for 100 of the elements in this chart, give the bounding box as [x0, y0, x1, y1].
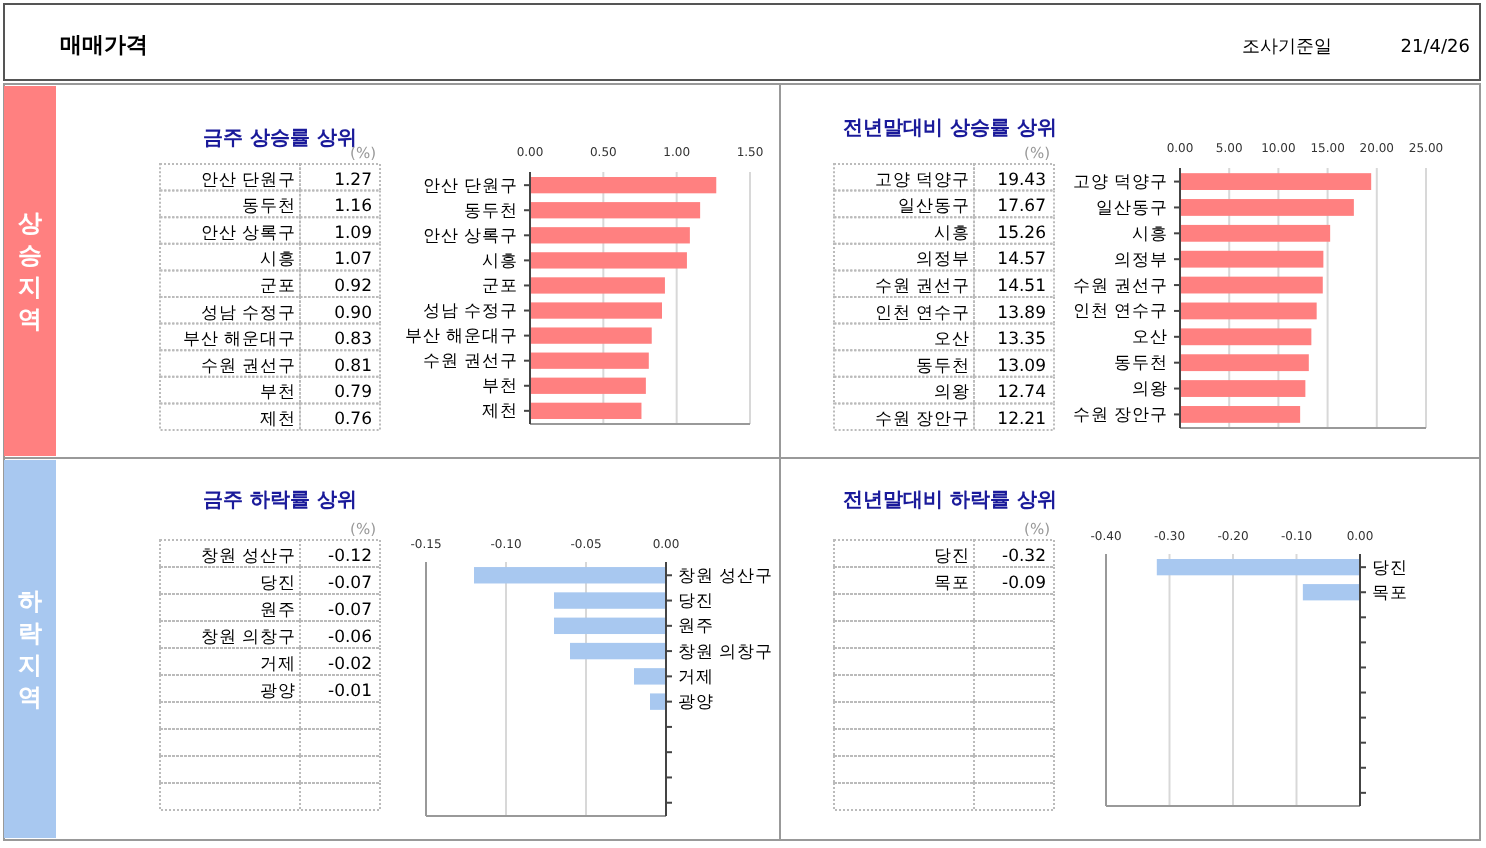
y-tick-label: 시흥	[482, 251, 518, 272]
text: 금주 상승률 상위	[203, 128, 357, 150]
category-label: 인천 연수구	[874, 303, 970, 324]
text: 하락지역	[18, 587, 42, 711]
y-tick-label: 군포	[482, 276, 518, 297]
y-tick-label: 거제	[678, 667, 714, 688]
y-tick-label: 원주	[678, 617, 714, 638]
bar	[1180, 250, 1324, 268]
bar	[530, 352, 649, 369]
category-label: 고양 덕양구	[874, 170, 970, 191]
category-label: 오산	[934, 330, 970, 351]
bar	[530, 277, 665, 294]
category-label: 동두천	[916, 356, 970, 377]
data-label: -0.01	[328, 682, 372, 702]
data-label: 1.16	[334, 197, 372, 218]
y-tick-label: 안산 상록구	[422, 226, 518, 247]
y-tick-label: 제천	[482, 402, 518, 423]
y-tick-label: 수원 장안구	[1072, 405, 1168, 426]
data-label: -0.09	[1002, 574, 1046, 594]
bar	[1180, 354, 1309, 372]
data-label: -0.06	[328, 628, 372, 648]
data-label: 13.89	[997, 303, 1046, 324]
category-label: 동두천	[242, 197, 296, 218]
data-label: 0.92	[334, 277, 372, 297]
category-label: 당진	[260, 574, 296, 594]
y-tick-label: 일산동구	[1096, 198, 1168, 219]
bar	[1180, 276, 1323, 294]
data-label: 12.74	[997, 383, 1046, 404]
bar	[1180, 302, 1317, 320]
bar	[1180, 380, 1306, 397]
category-label: 성남 수정구	[200, 303, 296, 324]
data-label: 13.35	[997, 330, 1046, 351]
data-label: 1.09	[334, 223, 372, 244]
category-label: 부천	[260, 383, 296, 404]
bar	[1180, 328, 1312, 346]
category-label: 일산동구	[898, 197, 970, 218]
bar	[530, 377, 646, 394]
category-label: 시흥	[934, 223, 970, 244]
y-tick-label: 시흥	[1132, 224, 1168, 245]
bar	[530, 177, 717, 194]
category-label: 제천	[260, 410, 296, 430]
y-tick-label: 고양 덕양구	[1072, 173, 1168, 194]
y-tick-label: 수원 권선구	[422, 352, 518, 373]
category-label: 시흥	[260, 250, 296, 271]
data-label: 14.51	[997, 277, 1046, 297]
text: 21/4/26	[1400, 38, 1471, 58]
y-tick-label: 안산 단원구	[422, 176, 518, 197]
category-label: 광양	[260, 682, 296, 702]
data-label: 1.27	[334, 170, 372, 191]
data-label: 14.57	[997, 250, 1046, 271]
bar	[1180, 173, 1372, 190]
text: 조사기준일	[1242, 38, 1332, 58]
category-label: 부산 해운대구	[182, 330, 296, 351]
category-label: 의정부	[916, 250, 970, 271]
bar	[530, 327, 652, 344]
category-label: 목포	[934, 574, 970, 594]
data-label: 1.07	[334, 250, 372, 271]
category-label: 거제	[260, 655, 296, 675]
data-label: 13.09	[997, 356, 1046, 377]
y-tick-label: 오산	[1132, 328, 1168, 349]
y-tick-label: 당진	[678, 591, 714, 612]
y-tick-label: 인천 연수구	[1072, 302, 1168, 323]
y-tick-label: 부산 해운대구	[404, 327, 518, 348]
data-label: -0.32	[1002, 547, 1046, 567]
text: 상승지역	[16, 209, 42, 333]
y-tick-label: 의정부	[1114, 250, 1168, 271]
data-label: -0.12	[328, 547, 372, 567]
y-tick-label: 광양	[678, 693, 714, 714]
bar	[530, 402, 642, 419]
y-tick-label: 성남 수정구	[422, 301, 518, 322]
y-tick-label: 수원 권선구	[1072, 276, 1168, 297]
y-tick-label: 부천	[482, 377, 518, 398]
category-label: 의왕	[934, 383, 970, 404]
data-label: 0.83	[334, 330, 372, 351]
bar	[1180, 224, 1331, 242]
y-tick-label: 창원 성산구	[678, 566, 774, 587]
data-label: 12.21	[997, 410, 1046, 430]
y-tick-label: 의왕	[1132, 379, 1168, 400]
category-label: 수원 장안구	[874, 410, 970, 430]
data-label: 0.79	[334, 383, 372, 404]
chart-title: 전년말대비 하락률 상위	[843, 490, 1057, 512]
data-label: -0.07	[328, 574, 372, 594]
category-label: 안산 단원구	[200, 170, 296, 191]
bar	[530, 302, 662, 319]
category-label: 창원 의창구	[200, 628, 296, 648]
bar	[530, 252, 687, 269]
category-label: 당진	[934, 547, 970, 567]
data-label: 0.90	[334, 303, 372, 324]
category-label: 수원 권선구	[200, 356, 296, 377]
y-tick-label: 동두천	[464, 201, 518, 222]
text: 전년말대비 상승률 상위	[843, 118, 1057, 140]
data-label: 0.76	[334, 410, 372, 430]
data-label: 19.43	[997, 170, 1046, 191]
category-label: 안산 상록구	[200, 223, 296, 244]
bar	[530, 227, 690, 244]
data-label: 17.67	[997, 197, 1046, 218]
category-label: 수원 권선구	[874, 277, 970, 297]
category-label: 원주	[260, 601, 296, 621]
bar	[1180, 406, 1301, 423]
category-label: 창원 성산구	[200, 547, 296, 567]
